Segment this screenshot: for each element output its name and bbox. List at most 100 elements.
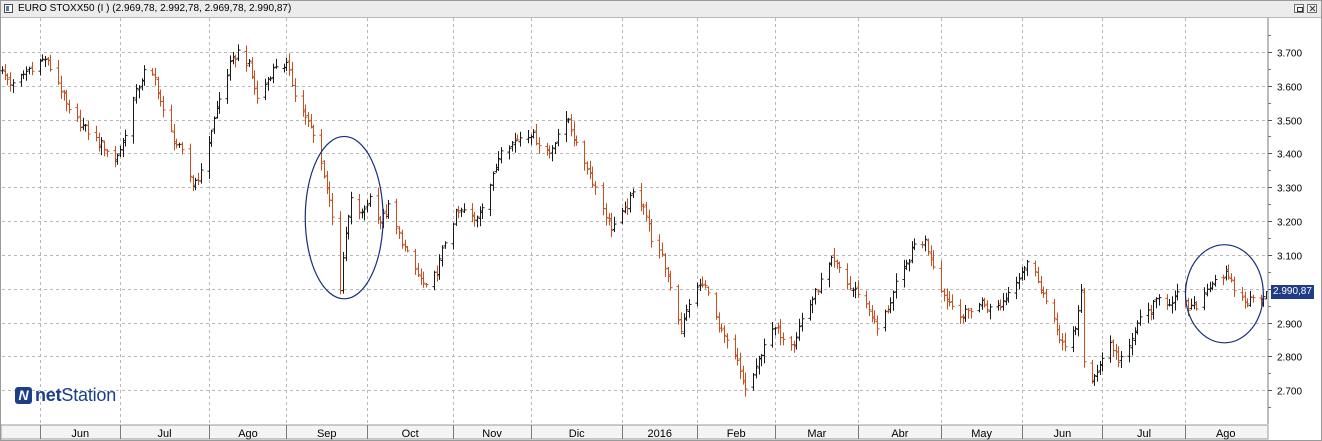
ohlc-bar xyxy=(191,175,196,192)
ohlc-bar xyxy=(845,263,850,290)
ohlc-bar xyxy=(620,207,625,225)
ohlc-bar xyxy=(816,289,821,296)
restore-icon[interactable] xyxy=(1294,4,1304,13)
ohlc-bar xyxy=(1036,266,1041,284)
ohlc-bar xyxy=(188,143,193,183)
ohlc-bar xyxy=(1226,264,1231,280)
ohlc-bar xyxy=(644,201,649,222)
ohlc-bar xyxy=(362,205,367,221)
close-icon[interactable] xyxy=(1307,4,1317,13)
ohlc-bar xyxy=(837,261,842,273)
ohlc-bar xyxy=(733,334,738,360)
ohlc-bar xyxy=(700,276,705,288)
ohlc-bar xyxy=(609,212,614,238)
ohlc-bar xyxy=(113,145,118,168)
ohlc-bar xyxy=(1033,260,1038,277)
ohlc-bar xyxy=(193,177,198,191)
ohlc-bar xyxy=(494,163,499,173)
ohlc-bar xyxy=(961,314,966,324)
ohlc-bar xyxy=(556,128,561,147)
ohlc-bar xyxy=(762,338,767,364)
ohlc-bar xyxy=(1208,281,1213,293)
ohlc-bar xyxy=(38,58,43,76)
ohlc-bar xyxy=(676,284,681,325)
ohlc-bar xyxy=(330,193,335,226)
ohlc-bar xyxy=(550,145,555,162)
ohlc-bar xyxy=(301,89,306,117)
ohlc-bar xyxy=(250,57,255,80)
x-tick-label: Mar xyxy=(807,428,826,440)
ohlc-bar xyxy=(526,130,531,144)
ohlc-bar xyxy=(738,352,743,380)
title-bar[interactable]: EURO STOXX50 (I ) (2.969,78, 2.992,78, 2… xyxy=(1,1,1321,18)
ohlc-bar xyxy=(225,68,230,104)
ohlc-bar xyxy=(810,296,815,314)
ohlc-bar xyxy=(435,265,440,282)
ohlc-bar xyxy=(394,198,399,235)
ohlc-bar xyxy=(912,238,917,251)
ohlc-bar xyxy=(478,206,483,227)
ohlc-bar xyxy=(604,203,609,226)
ohlc-bar xyxy=(998,299,1003,311)
ohlc-bar xyxy=(1202,287,1207,311)
ohlc-bar xyxy=(982,297,987,308)
ohlc-bar xyxy=(1229,273,1234,283)
ohlc-bar xyxy=(357,193,362,220)
ohlc-bar xyxy=(1133,327,1138,346)
ohlc-bar xyxy=(743,372,748,397)
last-price-tag: 2.990,87 xyxy=(1271,284,1314,299)
ohlc-bar xyxy=(722,325,727,344)
ohlc-bar xyxy=(703,280,708,289)
ohlc-bar xyxy=(470,203,475,223)
ohlc-bar xyxy=(59,75,64,100)
ohlc-bar xyxy=(1146,302,1151,324)
ohlc-bar xyxy=(349,191,354,225)
ohlc-bar xyxy=(607,213,612,226)
ohlc-bar xyxy=(268,76,273,82)
ohlc-bar xyxy=(1135,320,1140,335)
ohlc-bar xyxy=(491,171,496,191)
ohlc-bar xyxy=(311,124,316,144)
x-tick-label: Feb xyxy=(727,428,746,440)
x-tick-label: Nov xyxy=(482,428,502,440)
ohlc-bar xyxy=(199,163,204,184)
ohlc-bar xyxy=(325,170,330,195)
ohlc-bar xyxy=(287,53,292,76)
ohlc-bar xyxy=(1240,287,1245,301)
ohlc-bar xyxy=(252,70,257,95)
ohlc-bar xyxy=(537,137,542,154)
ohlc-bar xyxy=(735,347,740,366)
ohlc-bar xyxy=(209,129,214,147)
ohlc-bar xyxy=(985,300,990,314)
ohlc-bar xyxy=(1127,338,1132,363)
ohlc-bar xyxy=(437,254,442,280)
ohlc-bar xyxy=(43,55,48,67)
ohlc-bar xyxy=(926,238,931,256)
ohlc-bar xyxy=(883,309,888,332)
ohlc-bar xyxy=(566,117,571,124)
window-title: EURO STOXX50 (I ) (2.969,78, 2.992,78, 2… xyxy=(18,3,292,14)
ohlc-bar xyxy=(319,129,324,171)
ohlc-bar xyxy=(212,116,217,134)
ohlc-bar xyxy=(30,61,35,76)
ohlc-bar xyxy=(585,161,590,175)
ohlc-bar xyxy=(663,253,668,277)
ohlc-bar xyxy=(499,147,504,164)
ohlc-bar xyxy=(236,44,241,62)
ohlc-bar xyxy=(628,191,633,213)
ohlc-bar xyxy=(1044,288,1049,305)
ohlc-bar xyxy=(424,283,429,288)
ohlc-bar xyxy=(1071,326,1076,353)
ohlc-bar xyxy=(24,66,29,81)
ohlc-bar xyxy=(1100,352,1105,372)
ohlc-bar xyxy=(931,250,936,270)
ohlc-bar xyxy=(19,73,24,87)
ohlc-bar xyxy=(378,215,383,230)
ohlc-bar xyxy=(1001,292,1006,311)
ohlc-bar xyxy=(196,172,201,186)
netstation-logo-icon: N xyxy=(15,387,32,404)
annotation-ellipse xyxy=(1184,244,1264,344)
ohlc-bar xyxy=(1022,266,1027,281)
ohlc-bar xyxy=(572,121,577,147)
ohlc-bar xyxy=(529,134,534,145)
